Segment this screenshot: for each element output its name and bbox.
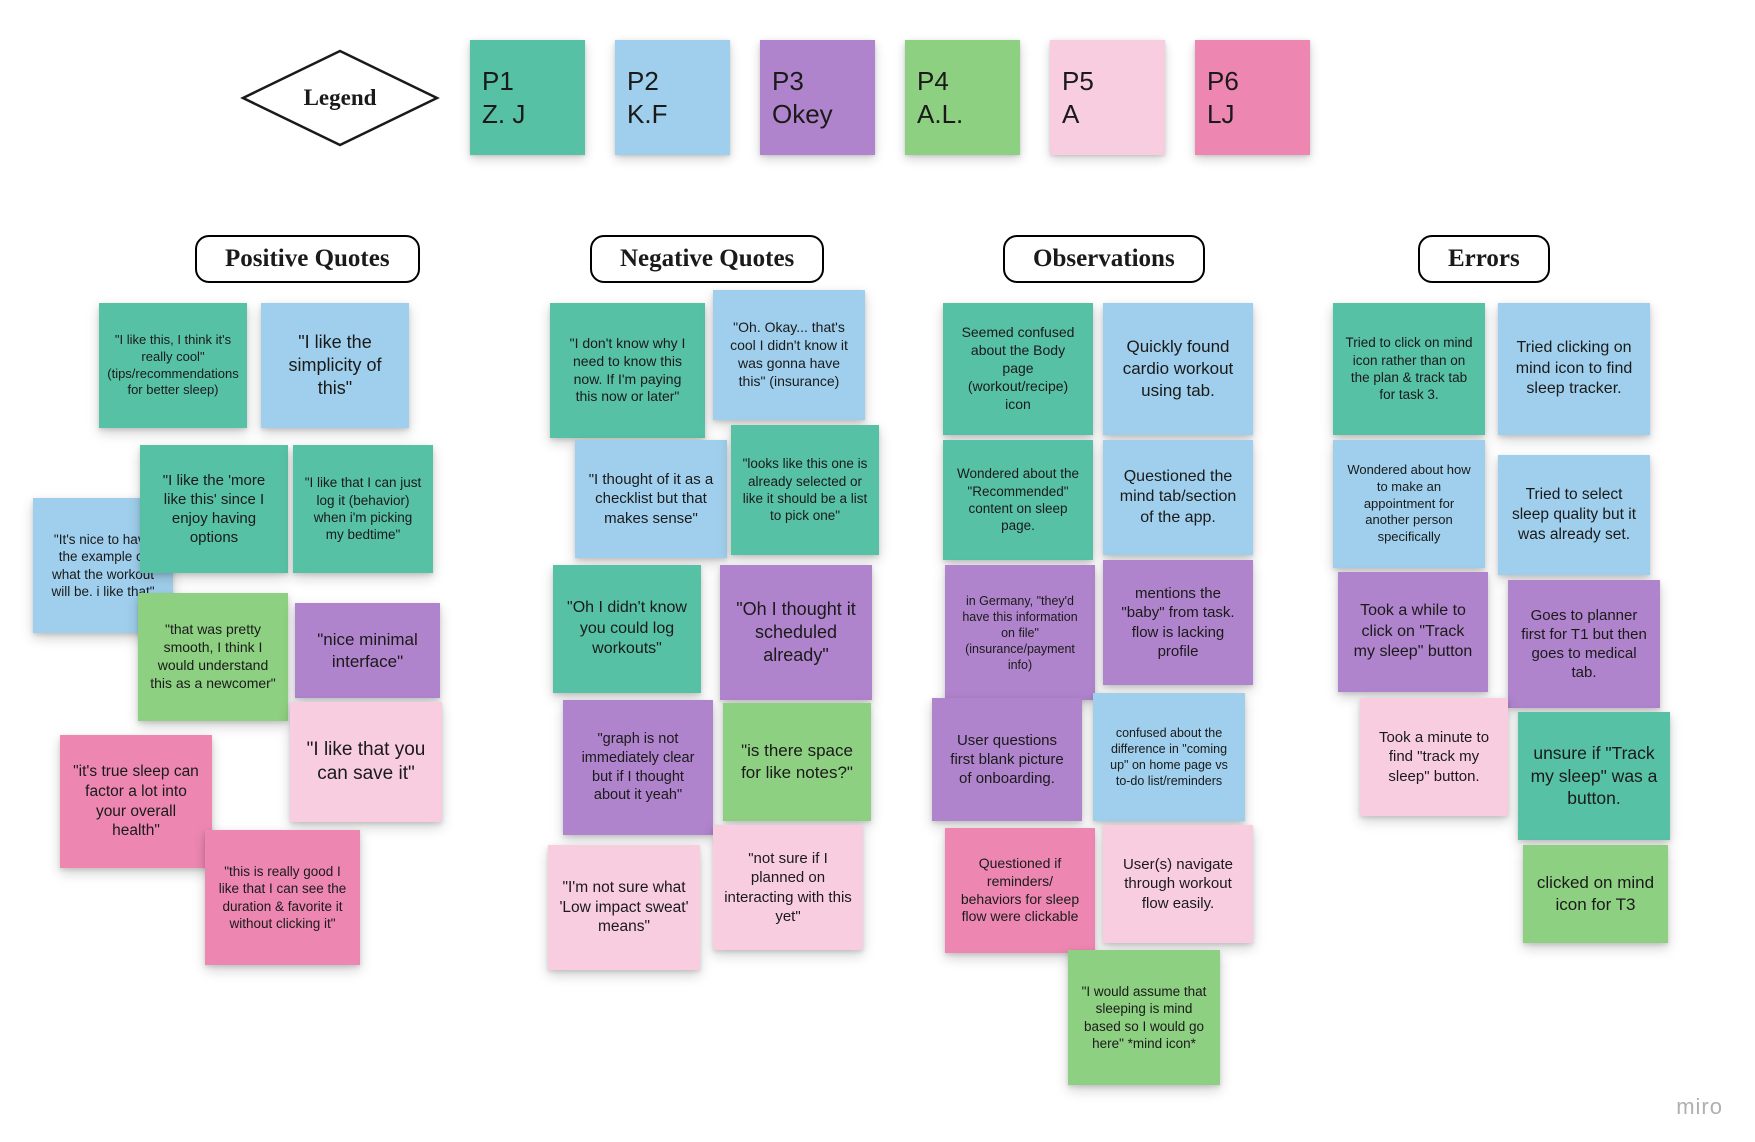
sticky-note: User(s) navigate through workout flow ea… [1103,825,1253,943]
category-label: Positive Quotes [195,235,420,283]
category-label: Observations [1003,235,1205,283]
watermark: miro [1676,1094,1723,1120]
sticky-note: Quickly found cardio workout using tab. [1103,303,1253,435]
sticky-note: "is there space for like notes?" [723,703,871,821]
legend-note-line2: Okey [772,98,863,131]
sticky-note: "this is really good I like that I can s… [205,830,360,965]
sticky-note: Wondered about how to make an appointmen… [1333,440,1485,568]
legend-note-p2: P2K.F [615,40,730,155]
legend-title: Legend [304,85,377,111]
legend-note-line2: K.F [627,98,718,131]
sticky-note: Goes to planner first for T1 but then go… [1508,580,1660,708]
sticky-note: "graph is not immediately clear but if I… [563,700,713,835]
sticky-note: Tried to click on mind icon rather than … [1333,303,1485,435]
legend-note-line1: P5 [1062,65,1153,98]
legend-diamond: Legend [240,48,440,148]
sticky-note: Tried clicking on mind icon to find slee… [1498,303,1650,435]
legend-note-line2: A [1062,98,1153,131]
legend-row: Legend P1Z. J P2K.F P3Okey P4A.L. P5A P6LJ [240,40,1310,155]
legend-note-p5: P5A [1050,40,1165,155]
sticky-note: "I don't know why I need to know this no… [550,303,705,438]
sticky-note: "Oh I thought it scheduled already" [720,565,872,700]
sticky-note: Questioned the mind tab/section of the a… [1103,440,1253,555]
legend-note-line1: P4 [917,65,1008,98]
sticky-note: Took a while to click on "Track my sleep… [1338,572,1488,692]
sticky-note: "I thought of it as a checklist but that… [575,440,727,558]
legend-note-line1: P3 [772,65,863,98]
legend-note-p6: P6LJ [1195,40,1310,155]
legend-note-line1: P1 [482,65,573,98]
legend-note-p1: P1Z. J [470,40,585,155]
sticky-note: "I like that I can just log it (behavior… [293,445,433,573]
sticky-note: "Oh. Okay... that's cool I didn't know i… [713,290,865,420]
category-label: Negative Quotes [590,235,824,283]
legend-note-line1: P6 [1207,65,1298,98]
sticky-note: "it's true sleep can factor a lot into y… [60,735,212,868]
sticky-note: "not sure if I planned on interacting wi… [713,825,863,950]
sticky-note: "Oh I didn't know you could log workouts… [553,565,701,693]
legend-note-p3: P3Okey [760,40,875,155]
sticky-note: "that was pretty smooth, I think I would… [138,593,288,721]
sticky-note: unsure if "Track my sleep" was a button. [1518,712,1670,840]
sticky-note: "I like the 'more like this' since I enj… [140,445,288,573]
sticky-note: "I like the simplicity of this" [261,303,409,428]
sticky-note: "I like that you can save it" [290,702,442,822]
legend-note-line2: A.L. [917,98,1008,131]
sticky-note: Took a minute to find "track my sleep" b… [1360,698,1508,816]
sticky-note: mentions the "baby" from task. flow is l… [1103,560,1253,685]
legend-participants: P1Z. J P2K.F P3Okey P4A.L. P5A P6LJ [470,40,1310,155]
sticky-note: confused about the difference in "coming… [1093,693,1245,821]
sticky-note: "I'm not sure what 'Low impact sweat' me… [548,845,700,970]
sticky-note: "nice minimal interface" [295,603,440,698]
sticky-note: Questioned if reminders/ behaviors for s… [945,828,1095,953]
legend-note-line2: LJ [1207,98,1298,131]
sticky-note: Seemed confused about the Body page (wor… [943,303,1093,435]
sticky-note: in Germany, "they'd have this informatio… [945,565,1095,700]
sticky-note: User questions first blank picture of on… [932,698,1082,821]
sticky-note: "looks like this one is already selected… [731,425,879,555]
legend-note-p4: P4A.L. [905,40,1020,155]
legend-note-line1: P2 [627,65,718,98]
sticky-note: "I would assume that sleeping is mind ba… [1068,950,1220,1085]
sticky-note: Tried to select sleep quality but it was… [1498,455,1650,575]
sticky-note: Wondered about the "Recommended" content… [943,440,1093,560]
legend-note-line2: Z. J [482,98,573,131]
category-label: Errors [1418,235,1550,283]
sticky-note: clicked on mind icon for T3 [1523,845,1668,943]
sticky-note: "I like this, I think it's really cool" … [99,303,247,428]
